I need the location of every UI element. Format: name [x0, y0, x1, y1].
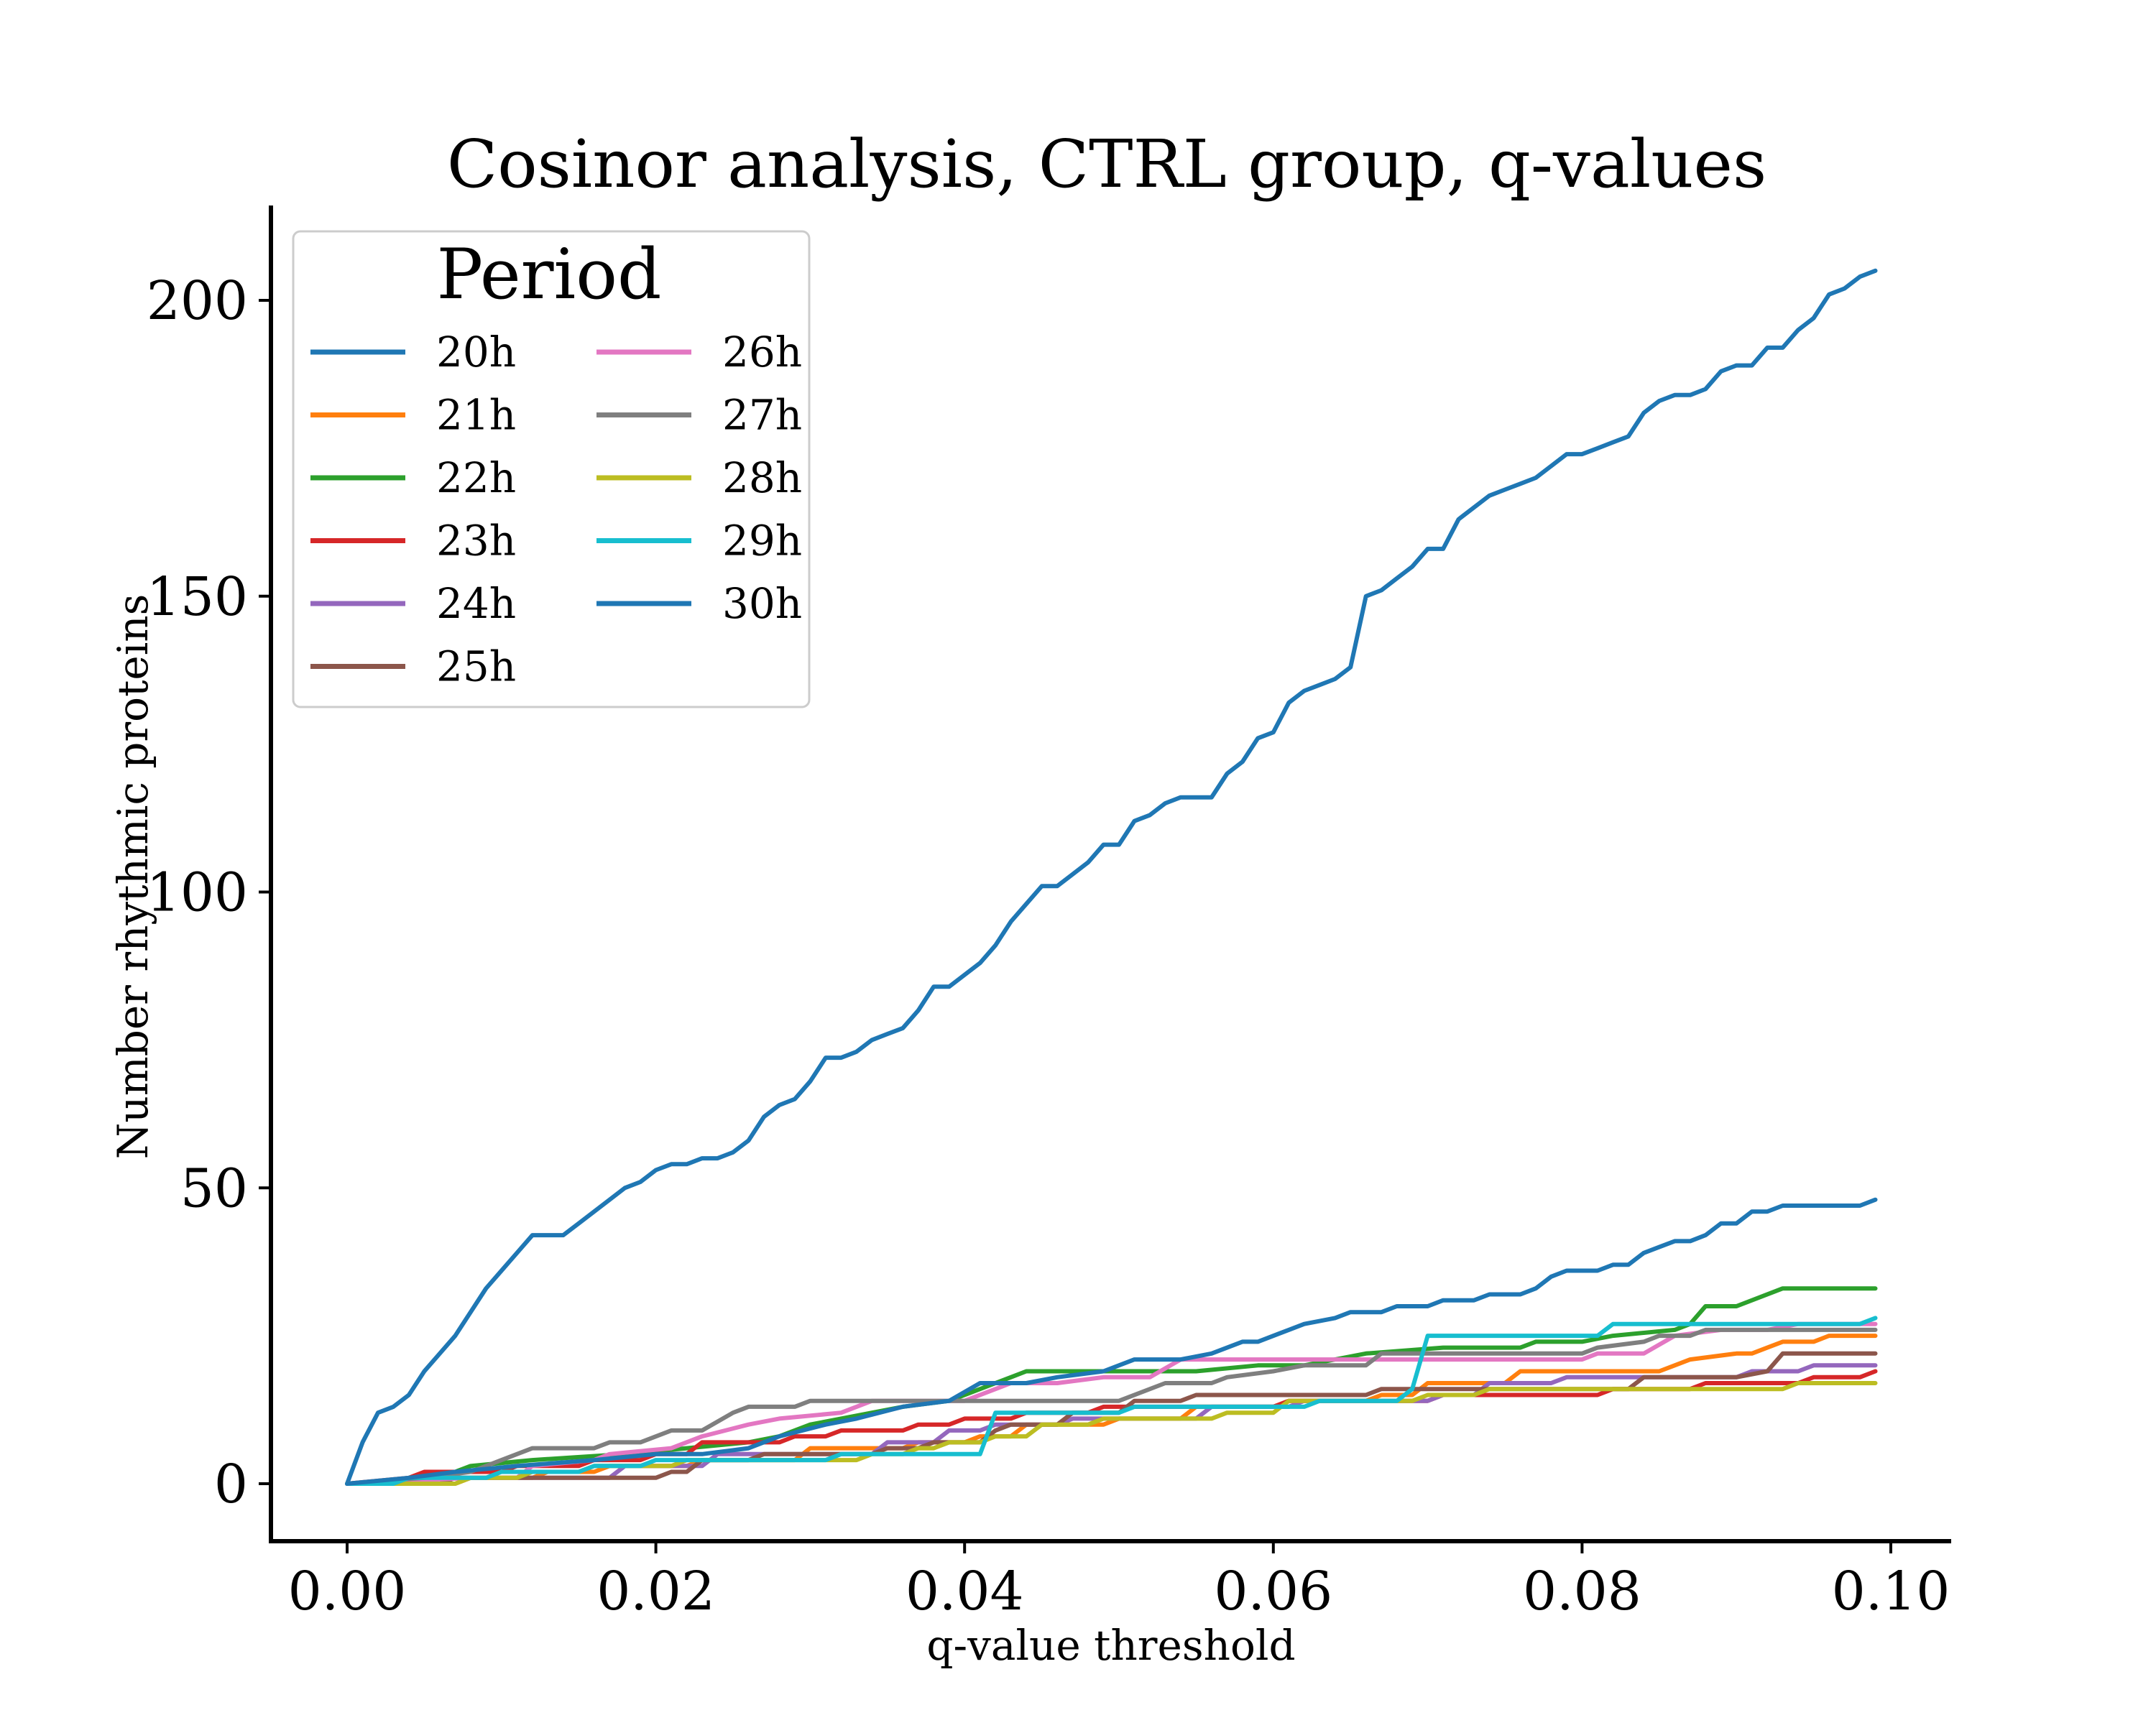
chart-title: Cosinor analysis, CTRL group, q-values [447, 126, 1766, 203]
y-axis-ticks: 0 50 100 150 200 [147, 270, 271, 1515]
y-tick-label: 0 [214, 1454, 248, 1515]
x-tick-label: 0.06 [1214, 1561, 1332, 1622]
y-tick-label: 100 [147, 862, 248, 924]
legend-entries: 20h 21h 22h 23h 24h 25h 26h 27h 28h 29h 30h [310, 328, 802, 691]
legend-label-24h: 24h [436, 579, 516, 628]
legend-label-21h: 21h [436, 391, 516, 440]
series-line-30h [345, 1197, 1878, 1486]
legend-label-30h: 30h [722, 579, 802, 628]
plot-lines [345, 268, 1878, 1486]
legend: Period 20h 21h 22h 23h 24h 25h 26h 27h 28h 29h 30h [292, 230, 811, 708]
y-axis-label: Number rhythmic proteins [109, 594, 157, 1160]
series-line-29h [345, 1316, 1878, 1486]
legend-label-29h: 29h [722, 517, 802, 565]
y-tick-label: 150 [147, 566, 248, 628]
y-tick-label: 200 [147, 270, 248, 332]
x-tick-label: 0.02 [596, 1561, 715, 1622]
x-axis-ticks: 0.00 0.02 0.04 0.06 0.08 0.10 [288, 1541, 1950, 1622]
x-axis-label: q-value threshold [926, 1621, 1295, 1670]
series-line-27h [345, 1327, 1878, 1486]
x-tick-label: 0.10 [1832, 1561, 1950, 1622]
legend-label-27h: 27h [722, 391, 802, 440]
x-tick-label: 0.00 [288, 1561, 407, 1622]
legend-title: Period [437, 234, 662, 315]
x-tick-label: 0.04 [906, 1561, 1024, 1622]
x-tick-label: 0.08 [1523, 1561, 1641, 1622]
legend-label-25h: 25h [436, 642, 516, 691]
legend-label-23h: 23h [436, 517, 516, 565]
legend-label-28h: 28h [722, 453, 802, 502]
y-tick-label: 50 [180, 1158, 248, 1219]
legend-label-22h: 22h [436, 453, 516, 502]
series-line-20h [345, 268, 1878, 1486]
legend-label-26h: 26h [722, 328, 802, 376]
legend-label-20h: 20h [436, 328, 516, 376]
